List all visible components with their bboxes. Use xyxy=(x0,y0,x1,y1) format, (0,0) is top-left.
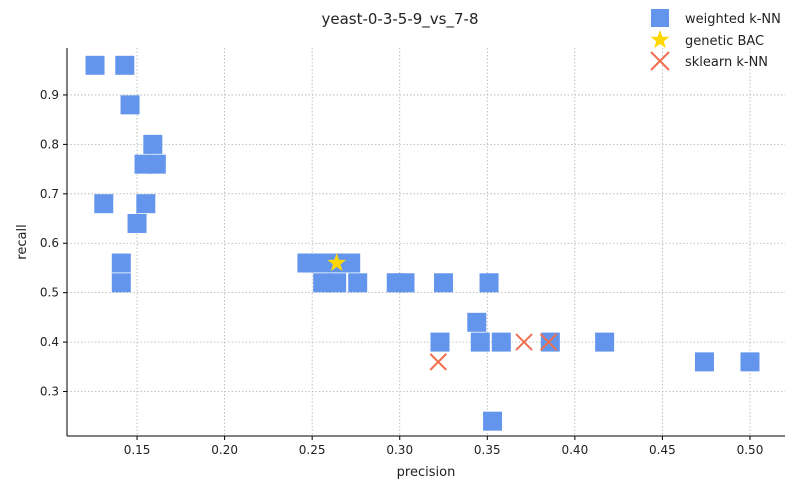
point-weighted-knn xyxy=(327,273,347,293)
point-sklearn-knn-stroke xyxy=(539,333,558,351)
legend-label-sklearn-knn: sklearn k-NN xyxy=(685,55,768,70)
x-tick-label: 0.25 xyxy=(299,443,326,457)
y-tick-label: 0.5 xyxy=(40,286,59,300)
point-weighted-knn xyxy=(111,273,131,293)
point-weighted-knn xyxy=(491,332,511,352)
point-weighted-knn xyxy=(470,332,490,352)
point-weighted-knn xyxy=(595,332,615,352)
x-tick-label: 0.40 xyxy=(561,443,588,457)
point-weighted-knn xyxy=(467,312,487,332)
y-tick-label: 0.6 xyxy=(40,236,59,250)
point-weighted-knn xyxy=(136,194,156,214)
y-tick-label: 0.7 xyxy=(40,187,59,201)
legend-marker-genetic-bac xyxy=(650,30,670,49)
data-points xyxy=(85,55,760,431)
point-sklearn-knn xyxy=(515,333,533,351)
point-sklearn-knn-stroke xyxy=(515,333,533,351)
y-tick-label: 0.8 xyxy=(40,137,59,151)
point-weighted-knn xyxy=(341,253,361,273)
x-axis-label: precision xyxy=(397,465,456,480)
y-ticks: 0.3 0.4 0.5 0.6 0.7 0.8 0.9 xyxy=(40,88,67,399)
point-weighted-knn xyxy=(297,253,317,273)
point-weighted-knn xyxy=(430,332,450,352)
point-weighted-knn xyxy=(434,273,454,293)
chart-title: yeast-0-3-5-9_vs_7-8 xyxy=(321,10,478,29)
point-weighted-knn xyxy=(127,213,147,233)
point-weighted-knn xyxy=(540,332,560,352)
x-tick-label: 0.50 xyxy=(737,443,764,457)
point-weighted-knn xyxy=(120,95,140,115)
point-weighted-knn xyxy=(479,273,499,293)
legend-label-weighted-knn: weighted k-NN xyxy=(685,12,781,27)
x-tick-label: 0.30 xyxy=(386,443,413,457)
point-weighted-knn xyxy=(85,55,105,75)
legend-label-genetic-bac: genetic BAC xyxy=(685,34,764,49)
point-weighted-knn xyxy=(143,134,163,154)
point-weighted-knn xyxy=(395,273,415,293)
x-tick-label: 0.45 xyxy=(649,443,676,457)
x-tick-label: 0.35 xyxy=(474,443,501,457)
point-weighted-knn xyxy=(94,194,114,214)
y-tick-label: 0.9 xyxy=(40,88,59,102)
point-weighted-knn xyxy=(115,55,135,75)
point-weighted-knn xyxy=(313,253,333,273)
legend: weighted k-NN genetic BAC sklearn k-NN xyxy=(650,9,781,71)
x-tick-label: 0.20 xyxy=(211,443,238,457)
point-weighted-knn xyxy=(111,253,131,273)
point-weighted-knn xyxy=(740,352,760,372)
point-weighted-knn xyxy=(694,352,714,372)
point-weighted-knn xyxy=(348,273,368,293)
point-sklearn-knn-stroke xyxy=(429,353,447,371)
point-genetic-bac xyxy=(327,253,347,272)
grid xyxy=(67,48,785,436)
point-weighted-knn xyxy=(483,411,503,431)
point-sklearn-knn xyxy=(429,353,447,371)
legend-marker-weighted-knn xyxy=(651,9,669,27)
legend-marker-sklearn-knn xyxy=(650,51,670,71)
y-tick-label: 0.3 xyxy=(40,385,59,399)
x-tick-label: 0.15 xyxy=(124,443,151,457)
axes xyxy=(66,48,785,437)
point-weighted-knn xyxy=(146,154,166,174)
y-tick-label: 0.4 xyxy=(40,335,59,349)
point-sklearn-knn xyxy=(539,333,558,351)
y-axis-label: recall xyxy=(15,224,30,259)
x-ticks: 0.15 0.20 0.25 0.30 0.35 0.40 0.45 0.50 xyxy=(124,436,764,457)
